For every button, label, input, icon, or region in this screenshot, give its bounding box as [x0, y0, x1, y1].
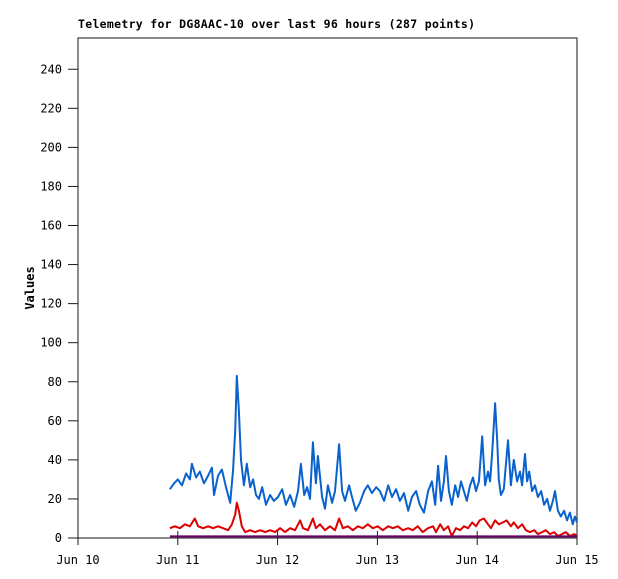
y-tick-label: 40	[48, 453, 62, 467]
series-channel-red-line	[169, 501, 578, 537]
y-tick-label: 240	[40, 62, 62, 76]
y-tick-label: 180	[40, 179, 62, 193]
y-axis-label: Values	[23, 266, 37, 310]
series-channel-blue-line	[169, 374, 578, 526]
x-tick-label: Jun 11	[156, 553, 199, 567]
plot-border	[77, 37, 578, 539]
y-tick-label: 20	[48, 492, 62, 506]
y-tick-label: 140	[40, 258, 62, 272]
y-tick-label: 100	[40, 336, 62, 350]
y-tick-label: 0	[55, 531, 62, 545]
y-tick-label: 220	[40, 101, 62, 115]
y-tick-label: 160	[40, 219, 62, 233]
x-tick-label: Jun 14	[456, 553, 499, 567]
y-tick-label: 120	[40, 297, 62, 311]
y-tick-label: 200	[40, 140, 62, 154]
x-tick-label: Jun 10	[56, 553, 99, 567]
y-tick-label: 80	[48, 375, 62, 389]
y-tick-label: 60	[48, 414, 62, 428]
x-tick-label: Jun 15	[555, 553, 598, 567]
x-tick-label: Jun 13	[356, 553, 399, 567]
chart-title: Telemetry for DG8AAC-10 over last 96 hou…	[78, 17, 476, 31]
x-tick-label: Jun 12	[256, 553, 299, 567]
